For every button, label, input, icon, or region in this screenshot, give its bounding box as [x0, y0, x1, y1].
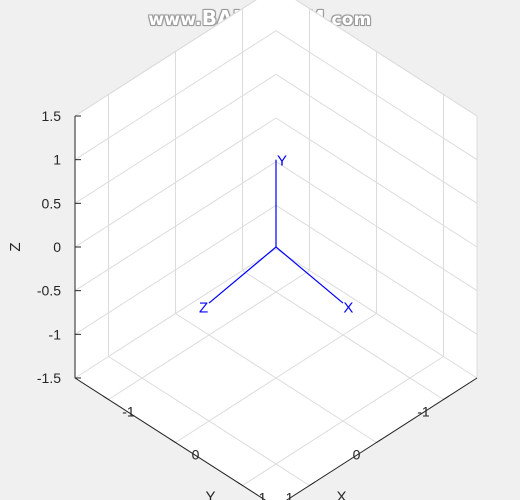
- z-tick-label: -1.5: [37, 370, 61, 386]
- box-edge-top-left: [74, 0, 257, 117]
- z-tick-label: 0: [53, 239, 61, 255]
- x-tick-label: 0: [353, 446, 361, 462]
- y-tick-label: 1: [259, 489, 267, 500]
- triad-label-z: Z: [199, 300, 208, 317]
- floor-plane: [75, 248, 477, 500]
- z-tick-label: -0.5: [37, 283, 61, 299]
- y-tick-label: -1: [122, 403, 135, 419]
- x-tick-label: 1: [286, 489, 294, 500]
- grid-line-z-right: [275, 73, 478, 204]
- grid-line-y-floor: [175, 313, 377, 443]
- grid-line-z-right: [275, 248, 478, 379]
- y-tick-mark: [102, 395, 109, 400]
- grid-lines: [74, 0, 478, 486]
- grid-line-z-right: [275, 117, 478, 248]
- z-tick-label: 0.5: [42, 195, 62, 211]
- x-tick-mark: [309, 481, 316, 486]
- z-tick-label: 1.5: [42, 108, 62, 124]
- y-tick-mark: [169, 438, 176, 443]
- watermark-prefix: www.: [148, 10, 202, 30]
- y-tick-label: 0: [192, 446, 200, 462]
- triad-line-z: [208, 246, 277, 304]
- box-edge-top-right: [295, 0, 478, 117]
- watermark-suffix: .com: [324, 10, 372, 30]
- triad-label-y: Y: [277, 153, 287, 170]
- x-tick-mark: [443, 395, 450, 400]
- axis-lines: [74, 115, 478, 500]
- grid-line-z-left: [74, 30, 277, 161]
- x-axis-label: X: [336, 488, 346, 500]
- triad-line-x: [275, 246, 344, 304]
- y-axis-label: Y: [205, 488, 215, 500]
- grid-line-z-right: [275, 161, 478, 292]
- triad-series: X Y Z: [199, 153, 353, 317]
- z-tick-label: -1: [49, 326, 62, 342]
- grid-line-y-floor: [108, 270, 310, 400]
- z-tick-label: 1: [53, 152, 61, 168]
- x-tick-mark: [376, 438, 383, 443]
- axis-back-planes: [75, 0, 477, 500]
- grid-line-z-right: [275, 204, 478, 335]
- x-tick-label: -1: [417, 403, 430, 419]
- grid-line-z-left: [74, 161, 277, 292]
- tick-labels: -1 0 1 -1 0 1 -1.5 -1 -0.5 0 0.5 1 1.5: [37, 108, 430, 500]
- grid-line-z-left: [74, 204, 277, 335]
- triad-label-x: X: [343, 300, 353, 317]
- grid-line-y-floor: [242, 356, 444, 486]
- grid-line-z-left: [74, 73, 277, 204]
- grid-line-z-left: [74, 248, 277, 379]
- grid-line-z-right: [275, 30, 478, 161]
- z-axis-label: Z: [7, 242, 24, 251]
- grid-line-z-left: [74, 117, 277, 248]
- y-tick-mark: [236, 481, 243, 486]
